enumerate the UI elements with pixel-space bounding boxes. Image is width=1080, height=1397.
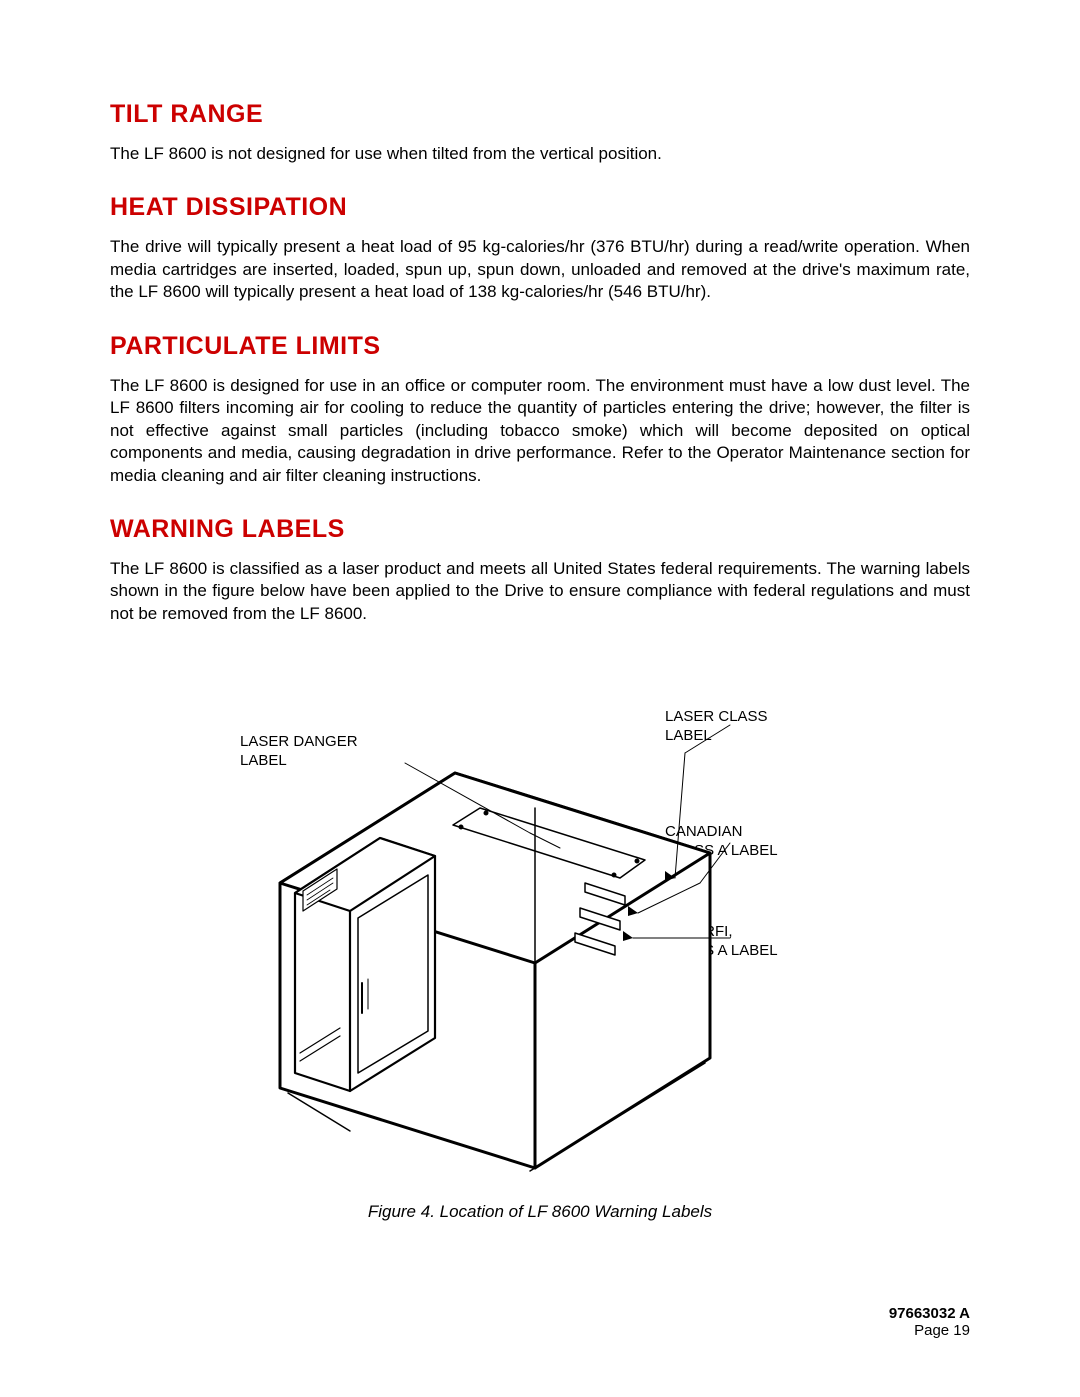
- heading-heat: HEAT DISSIPATION: [110, 193, 970, 222]
- section-particulate: PARTICULATE LIMITS The LF 8600 is design…: [110, 332, 970, 487]
- page-footer: 97663032 A Page 19: [889, 1305, 970, 1339]
- figure-warning-labels: LASER DANGERLABEL LASER CLASSLABEL CANAD…: [110, 653, 970, 1193]
- section-warning: WARNING LABELS The LF 8600 is classified…: [110, 515, 970, 625]
- heading-tilt: TILT RANGE: [110, 100, 970, 129]
- para-tilt: The LF 8600 is not designed for use when…: [110, 143, 970, 165]
- section-heat: HEAT DISSIPATION The drive will typicall…: [110, 193, 970, 303]
- figure-caption: Figure 4. Location of LF 8600 Warning La…: [110, 1201, 970, 1223]
- section-tilt: TILT RANGE The LF 8600 is not designed f…: [110, 100, 970, 165]
- heading-warning: WARNING LABELS: [110, 515, 970, 544]
- device-diagram: [180, 653, 900, 1173]
- para-particulate: The LF 8600 is designed for use in an of…: [110, 375, 970, 487]
- para-warning: The LF 8600 is classified as a laser pro…: [110, 558, 970, 625]
- page-number: Page 19: [889, 1322, 970, 1339]
- heading-particulate: PARTICULATE LIMITS: [110, 332, 970, 361]
- para-heat: The drive will typically present a heat …: [110, 236, 970, 303]
- doc-number: 97663032 A: [889, 1305, 970, 1322]
